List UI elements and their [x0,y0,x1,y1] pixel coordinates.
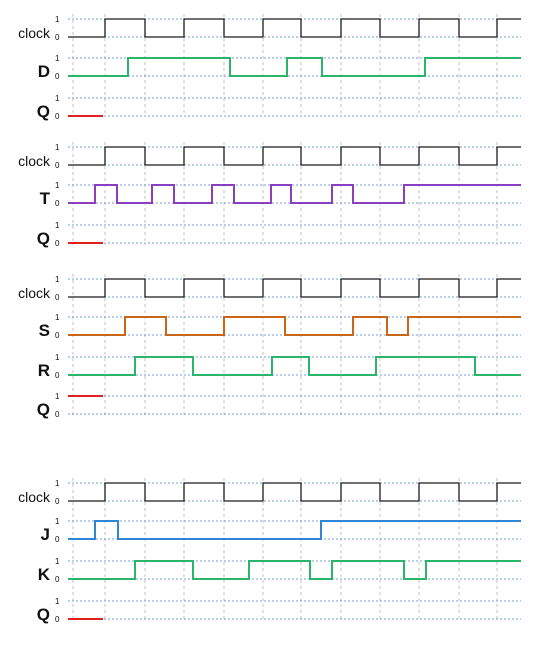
level-label-low: 0 [55,161,60,170]
level-label-low: 0 [55,293,60,302]
waveform-clock [68,278,521,298]
level-label-high: 1 [55,221,60,230]
level-label-high: 1 [55,597,60,606]
level-label-high: 1 [55,517,60,526]
level-label-high: 1 [55,392,60,401]
signal-label-k: K [38,565,51,584]
signal-label-clock: clock [18,153,51,169]
level-label-low: 0 [55,239,60,248]
level-label-high: 1 [55,94,60,103]
waveform-d [68,57,521,77]
waveform-k [68,560,521,580]
signal-label-clock: clock [18,285,51,301]
signal-label-q: Q [37,229,50,248]
waveform-j [68,520,521,540]
level-label-high: 1 [55,353,60,362]
level-label-low: 0 [55,112,60,121]
level-label-high: 1 [55,557,60,566]
signal-label-s: S [39,321,50,340]
waveform-r [68,356,521,376]
level-label-low: 0 [55,410,60,419]
level-label-low: 0 [55,199,60,208]
level-label-high: 1 [55,479,60,488]
waveform-clock [68,146,521,166]
signal-label-clock: clock [18,489,51,505]
level-label-high: 1 [55,181,60,190]
level-label-high: 1 [55,54,60,63]
level-label-high: 1 [55,143,60,152]
signal-label-d: D [38,62,50,81]
level-label-low: 0 [55,535,60,544]
level-label-high: 1 [55,313,60,322]
level-label-low: 0 [55,497,60,506]
waveform-clock [68,482,521,502]
level-label-low: 0 [55,575,60,584]
waveform-t [68,184,521,204]
signal-label-j: J [41,525,50,544]
level-label-high: 1 [55,275,60,284]
signal-label-q: Q [37,102,50,121]
level-label-high: 1 [55,15,60,24]
signal-label-q: Q [37,605,50,624]
level-label-low: 0 [55,331,60,340]
level-label-low: 0 [55,72,60,81]
waveform-s [68,316,521,336]
signal-label-t: T [40,189,51,208]
signal-label-r: R [38,361,50,380]
signal-label-clock: clock [18,25,51,41]
level-label-low: 0 [55,371,60,380]
level-label-low: 0 [55,33,60,42]
signal-label-q: Q [37,400,50,419]
signals: clock10D10Q10clock10T10Q10clock10S10R10Q… [18,15,521,624]
waveform-clock [68,18,521,38]
level-label-low: 0 [55,615,60,624]
